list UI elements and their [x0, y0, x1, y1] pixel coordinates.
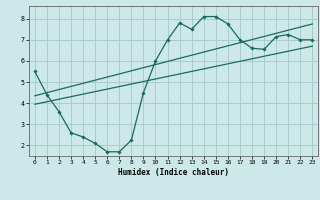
X-axis label: Humidex (Indice chaleur): Humidex (Indice chaleur): [118, 168, 229, 177]
